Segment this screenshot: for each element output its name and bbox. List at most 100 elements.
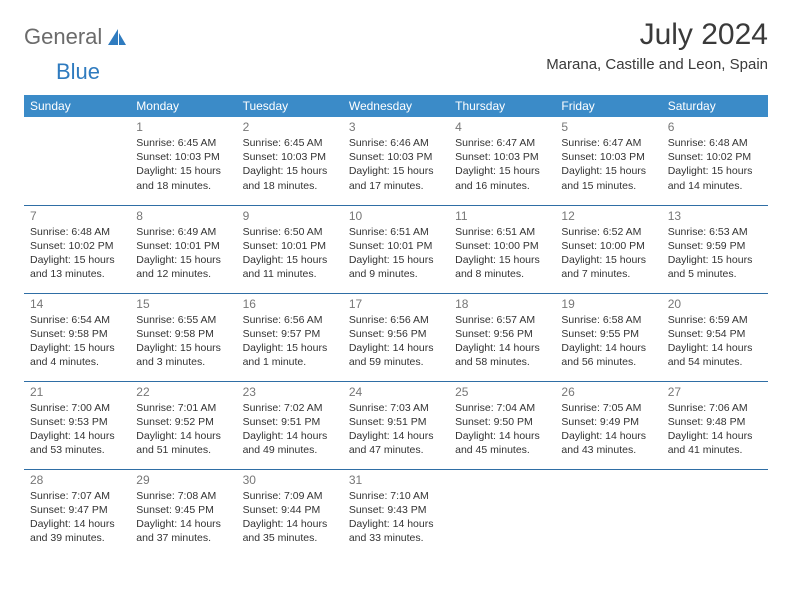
calendar-day-cell: 10Sunrise: 6:51 AMSunset: 10:01 PMDaylig… [343, 205, 449, 293]
calendar-day-cell [662, 469, 768, 557]
day-number: 5 [561, 120, 655, 134]
daylight-text: Daylight: 14 hours [136, 429, 230, 443]
daylight-text: and 11 minutes. [243, 267, 337, 281]
day-number: 28 [30, 473, 124, 487]
sunrise-text: Sunrise: 7:00 AM [30, 401, 124, 415]
calendar-day-cell: 6Sunrise: 6:48 AMSunset: 10:02 PMDayligh… [662, 117, 768, 205]
daylight-text: and 51 minutes. [136, 443, 230, 457]
calendar-day-cell: 29Sunrise: 7:08 AMSunset: 9:45 PMDayligh… [130, 469, 236, 557]
day-number: 19 [561, 297, 655, 311]
sunset-text: Sunset: 10:00 PM [455, 239, 549, 253]
sunset-text: Sunset: 9:58 PM [136, 327, 230, 341]
day-number: 2 [243, 120, 337, 134]
sunrise-text: Sunrise: 6:57 AM [455, 313, 549, 327]
sunrise-text: Sunrise: 6:47 AM [455, 136, 549, 150]
sunrise-text: Sunrise: 6:45 AM [136, 136, 230, 150]
sunrise-text: Sunrise: 6:53 AM [668, 225, 762, 239]
sunset-text: Sunset: 9:51 PM [243, 415, 337, 429]
daylight-text: and 49 minutes. [243, 443, 337, 457]
sunset-text: Sunset: 9:53 PM [30, 415, 124, 429]
daylight-text: Daylight: 15 hours [30, 341, 124, 355]
sunrise-text: Sunrise: 6:51 AM [349, 225, 443, 239]
sunrise-text: Sunrise: 7:04 AM [455, 401, 549, 415]
daylight-text: Daylight: 15 hours [136, 341, 230, 355]
daylight-text: Daylight: 15 hours [243, 341, 337, 355]
calendar-day-cell: 8Sunrise: 6:49 AMSunset: 10:01 PMDayligh… [130, 205, 236, 293]
weekday-header: Tuesday [237, 95, 343, 117]
day-number: 25 [455, 385, 549, 399]
daylight-text: Daylight: 14 hours [30, 429, 124, 443]
day-number: 24 [349, 385, 443, 399]
sunset-text: Sunset: 9:48 PM [668, 415, 762, 429]
calendar-week-row: 21Sunrise: 7:00 AMSunset: 9:53 PMDayligh… [24, 381, 768, 469]
daylight-text: Daylight: 14 hours [136, 517, 230, 531]
sunset-text: Sunset: 9:58 PM [30, 327, 124, 341]
daylight-text: and 16 minutes. [455, 179, 549, 193]
daylight-text: and 35 minutes. [243, 531, 337, 545]
weekday-header: Monday [130, 95, 236, 117]
calendar-day-cell: 31Sunrise: 7:10 AMSunset: 9:43 PMDayligh… [343, 469, 449, 557]
daylight-text: and 41 minutes. [668, 443, 762, 457]
daylight-text: and 54 minutes. [668, 355, 762, 369]
daylight-text: Daylight: 14 hours [243, 429, 337, 443]
calendar-day-cell: 2Sunrise: 6:45 AMSunset: 10:03 PMDayligh… [237, 117, 343, 205]
sunset-text: Sunset: 9:56 PM [455, 327, 549, 341]
sunset-text: Sunset: 10:03 PM [136, 150, 230, 164]
sunset-text: Sunset: 10:01 PM [243, 239, 337, 253]
sunset-text: Sunset: 9:49 PM [561, 415, 655, 429]
daylight-text: Daylight: 15 hours [455, 253, 549, 267]
calendar-week-row: 1Sunrise: 6:45 AMSunset: 10:03 PMDayligh… [24, 117, 768, 205]
calendar-day-cell: 4Sunrise: 6:47 AMSunset: 10:03 PMDayligh… [449, 117, 555, 205]
calendar-day-cell: 3Sunrise: 6:46 AMSunset: 10:03 PMDayligh… [343, 117, 449, 205]
calendar-day-cell: 25Sunrise: 7:04 AMSunset: 9:50 PMDayligh… [449, 381, 555, 469]
calendar-day-cell: 13Sunrise: 6:53 AMSunset: 9:59 PMDayligh… [662, 205, 768, 293]
daylight-text: and 37 minutes. [136, 531, 230, 545]
day-number: 21 [30, 385, 124, 399]
sunset-text: Sunset: 9:43 PM [349, 503, 443, 517]
header-right: July 2024 Marana, Castille and Leon, Spa… [546, 18, 768, 73]
day-number: 4 [455, 120, 549, 134]
day-number: 22 [136, 385, 230, 399]
daylight-text: Daylight: 14 hours [455, 429, 549, 443]
sunset-text: Sunset: 10:02 PM [668, 150, 762, 164]
sunrise-text: Sunrise: 7:01 AM [136, 401, 230, 415]
daylight-text: Daylight: 14 hours [30, 517, 124, 531]
calendar-week-row: 14Sunrise: 6:54 AMSunset: 9:58 PMDayligh… [24, 293, 768, 381]
sunset-text: Sunset: 9:52 PM [136, 415, 230, 429]
day-number: 7 [30, 209, 124, 223]
daylight-text: Daylight: 15 hours [561, 164, 655, 178]
sunset-text: Sunset: 10:01 PM [136, 239, 230, 253]
day-number: 9 [243, 209, 337, 223]
daylight-text: and 18 minutes. [243, 179, 337, 193]
sunrise-text: Sunrise: 7:02 AM [243, 401, 337, 415]
calendar-day-cell [24, 117, 130, 205]
calendar-day-cell: 20Sunrise: 6:59 AMSunset: 9:54 PMDayligh… [662, 293, 768, 381]
sunrise-text: Sunrise: 6:45 AM [243, 136, 337, 150]
day-number: 26 [561, 385, 655, 399]
month-title: July 2024 [546, 18, 768, 52]
sunset-text: Sunset: 10:01 PM [349, 239, 443, 253]
daylight-text: and 13 minutes. [30, 267, 124, 281]
sunset-text: Sunset: 10:00 PM [561, 239, 655, 253]
weekday-header-row: Sunday Monday Tuesday Wednesday Thursday… [24, 95, 768, 117]
daylight-text: Daylight: 14 hours [349, 341, 443, 355]
daylight-text: and 3 minutes. [136, 355, 230, 369]
day-number: 8 [136, 209, 230, 223]
daylight-text: Daylight: 14 hours [455, 341, 549, 355]
sunset-text: Sunset: 9:57 PM [243, 327, 337, 341]
day-number: 18 [455, 297, 549, 311]
calendar-day-cell: 26Sunrise: 7:05 AMSunset: 9:49 PMDayligh… [555, 381, 661, 469]
sunrise-text: Sunrise: 6:47 AM [561, 136, 655, 150]
calendar-day-cell: 24Sunrise: 7:03 AMSunset: 9:51 PMDayligh… [343, 381, 449, 469]
sunrise-text: Sunrise: 6:59 AM [668, 313, 762, 327]
sunrise-text: Sunrise: 6:48 AM [668, 136, 762, 150]
daylight-text: and 9 minutes. [349, 267, 443, 281]
sunrise-text: Sunrise: 6:58 AM [561, 313, 655, 327]
sunset-text: Sunset: 10:03 PM [455, 150, 549, 164]
daylight-text: and 56 minutes. [561, 355, 655, 369]
sunset-text: Sunset: 9:54 PM [668, 327, 762, 341]
sunset-text: Sunset: 9:45 PM [136, 503, 230, 517]
calendar-week-row: 28Sunrise: 7:07 AMSunset: 9:47 PMDayligh… [24, 469, 768, 557]
daylight-text: Daylight: 15 hours [561, 253, 655, 267]
daylight-text: and 8 minutes. [455, 267, 549, 281]
